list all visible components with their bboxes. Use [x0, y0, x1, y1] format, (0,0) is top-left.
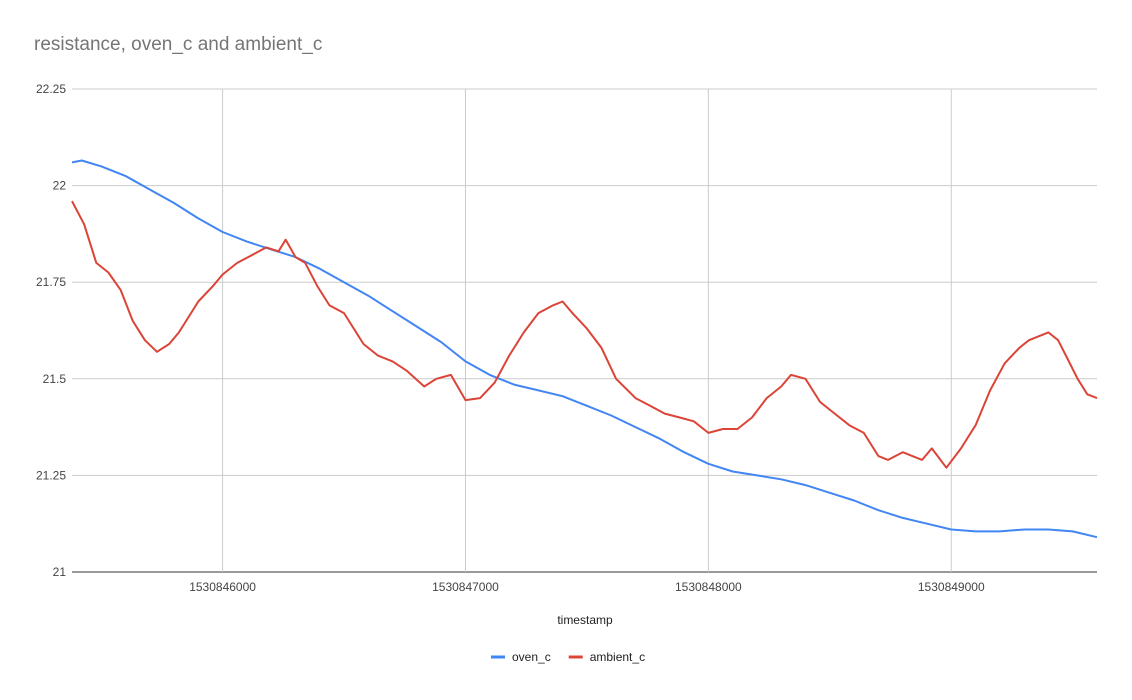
- y-tick-label: 21.75: [36, 275, 66, 289]
- x-tick-label: 1530846000: [189, 580, 256, 594]
- x-tick-label: 1530847000: [432, 580, 499, 594]
- x-tick-label: 1530849000: [918, 580, 985, 594]
- y-tick-label: 22.25: [36, 82, 66, 96]
- legend-label-oven-c: oven_c: [512, 650, 551, 664]
- legend: oven_c ambient_c: [491, 650, 645, 664]
- x-tick-label: 1530848000: [675, 580, 742, 594]
- y-tick-label: 21.25: [36, 468, 66, 482]
- series-lines: [71, 159, 1098, 539]
- series-line-ambient-c: [71, 200, 1098, 469]
- x-axis-ticks: 1530846000 1530847000 1530848000 1530849000: [189, 580, 985, 594]
- y-axis-ticks: 21 21.25 21.5 21.75 22 22.25: [36, 82, 66, 579]
- series-line-oven-c: [71, 159, 1098, 539]
- gridlines: [72, 88, 1097, 573]
- y-tick-label: 22: [53, 179, 67, 193]
- y-tick-label: 21: [53, 565, 67, 579]
- y-tick-label: 21.5: [43, 372, 67, 386]
- x-axis-title: timestamp: [557, 613, 613, 627]
- chart-title: resistance, oven_c and ambient_c: [34, 34, 323, 55]
- legend-label-ambient-c: ambient_c: [590, 650, 645, 664]
